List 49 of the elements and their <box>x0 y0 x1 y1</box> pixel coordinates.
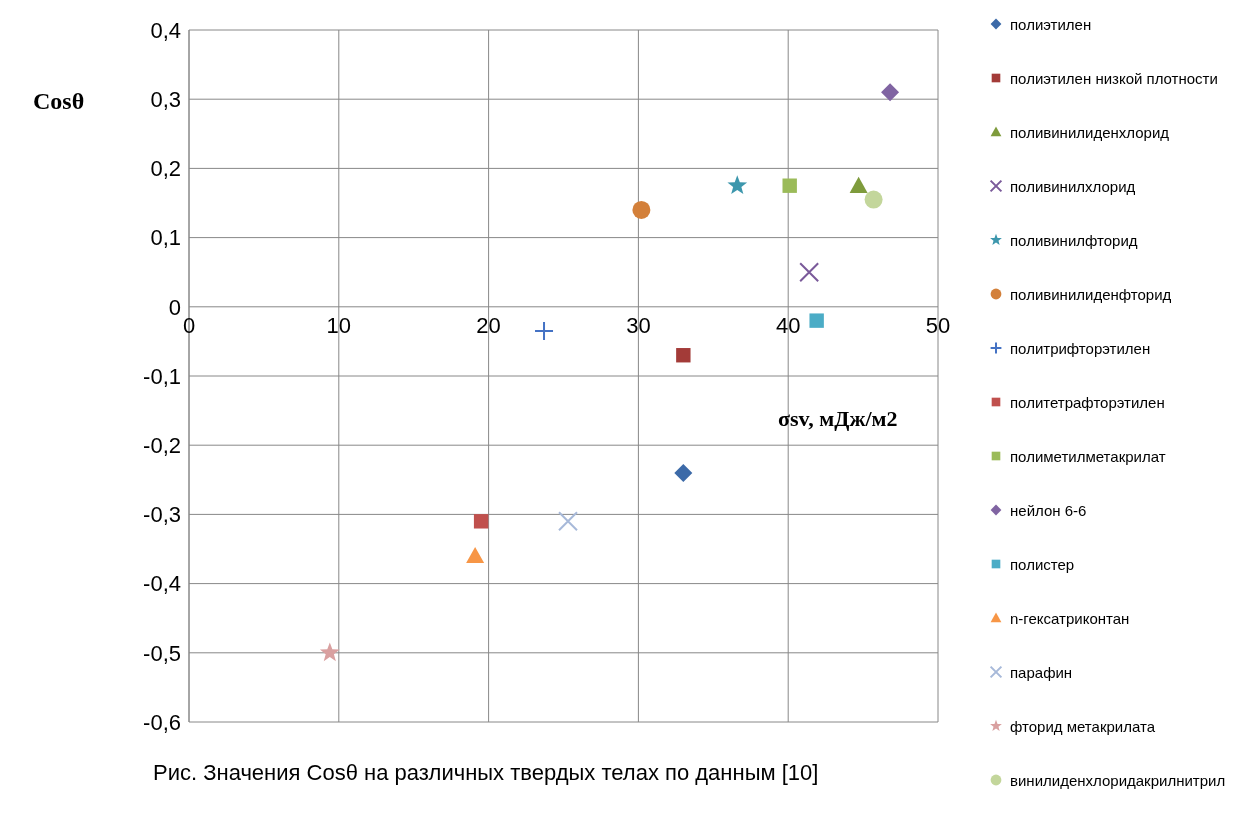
point <box>727 175 748 195</box>
point <box>864 190 883 209</box>
legend-label: полистер <box>1010 556 1075 573</box>
y-tick-label: 0,2 <box>150 156 181 182</box>
y-tick-label: 0,1 <box>150 225 181 251</box>
point <box>799 262 820 283</box>
legend-label: винилиденхлоридакрилнитрил <box>1010 772 1226 789</box>
y-tick-label: -0,6 <box>143 709 181 735</box>
point <box>466 546 485 564</box>
legend-label: фторид метакрилата <box>1010 718 1155 735</box>
text: Рис. Значения Cosθ на различных твердых телах по данным [10] <box>153 760 819 786</box>
y-tick-label: 0,4 <box>150 17 181 43</box>
point <box>809 313 824 328</box>
x-tick-label: 10 <box>326 312 352 338</box>
y-tick-label: -0,1 <box>143 363 181 389</box>
y-tick-label: 0 <box>168 294 181 320</box>
x-tick-label: 40 <box>775 312 801 338</box>
x-tick-label: 20 <box>476 312 501 338</box>
legend-label: полиэтилен низкой плотности <box>1010 70 1218 87</box>
y-tick-label: -0,4 <box>143 571 181 597</box>
legend-label: политрифторэтилен <box>1010 340 1151 357</box>
point <box>319 642 340 662</box>
point <box>674 463 693 482</box>
y-axis-title: Cosθ <box>33 88 85 115</box>
point <box>676 348 691 363</box>
legend-label: нейлон 6-6 <box>1010 502 1087 519</box>
x-tick-label: 50 <box>925 312 951 338</box>
legend-label: политетрафторэтилен <box>1010 394 1165 411</box>
legend-label: n-гексатриконтан <box>1010 610 1130 627</box>
point <box>557 511 578 532</box>
legend-label: поливинилфторид <box>1010 232 1138 249</box>
y-tick-label: -0,2 <box>143 433 181 459</box>
legend-label: поливинилиденфторид <box>1010 286 1172 303</box>
y-tick-label: -0,3 <box>143 502 181 528</box>
legend-label: поливинилхлорид <box>1010 178 1136 195</box>
legend-label: парафин <box>1010 664 1073 681</box>
point <box>881 83 900 102</box>
point <box>632 200 651 219</box>
point <box>849 176 868 193</box>
y-tick-label: 0,3 <box>150 87 181 113</box>
point <box>782 178 797 193</box>
point <box>534 321 555 342</box>
legend-label: полиэтилен <box>1010 16 1092 33</box>
y-tick-label: -0,5 <box>143 640 181 666</box>
x-axis-title: σsv, мДж/м2 <box>778 406 898 432</box>
x-tick-label: 30 <box>626 312 651 338</box>
legend-label: поливинилиденхлорид <box>1010 124 1170 141</box>
point <box>473 514 489 529</box>
legend-label: полиметилметакрилат <box>1010 448 1166 465</box>
